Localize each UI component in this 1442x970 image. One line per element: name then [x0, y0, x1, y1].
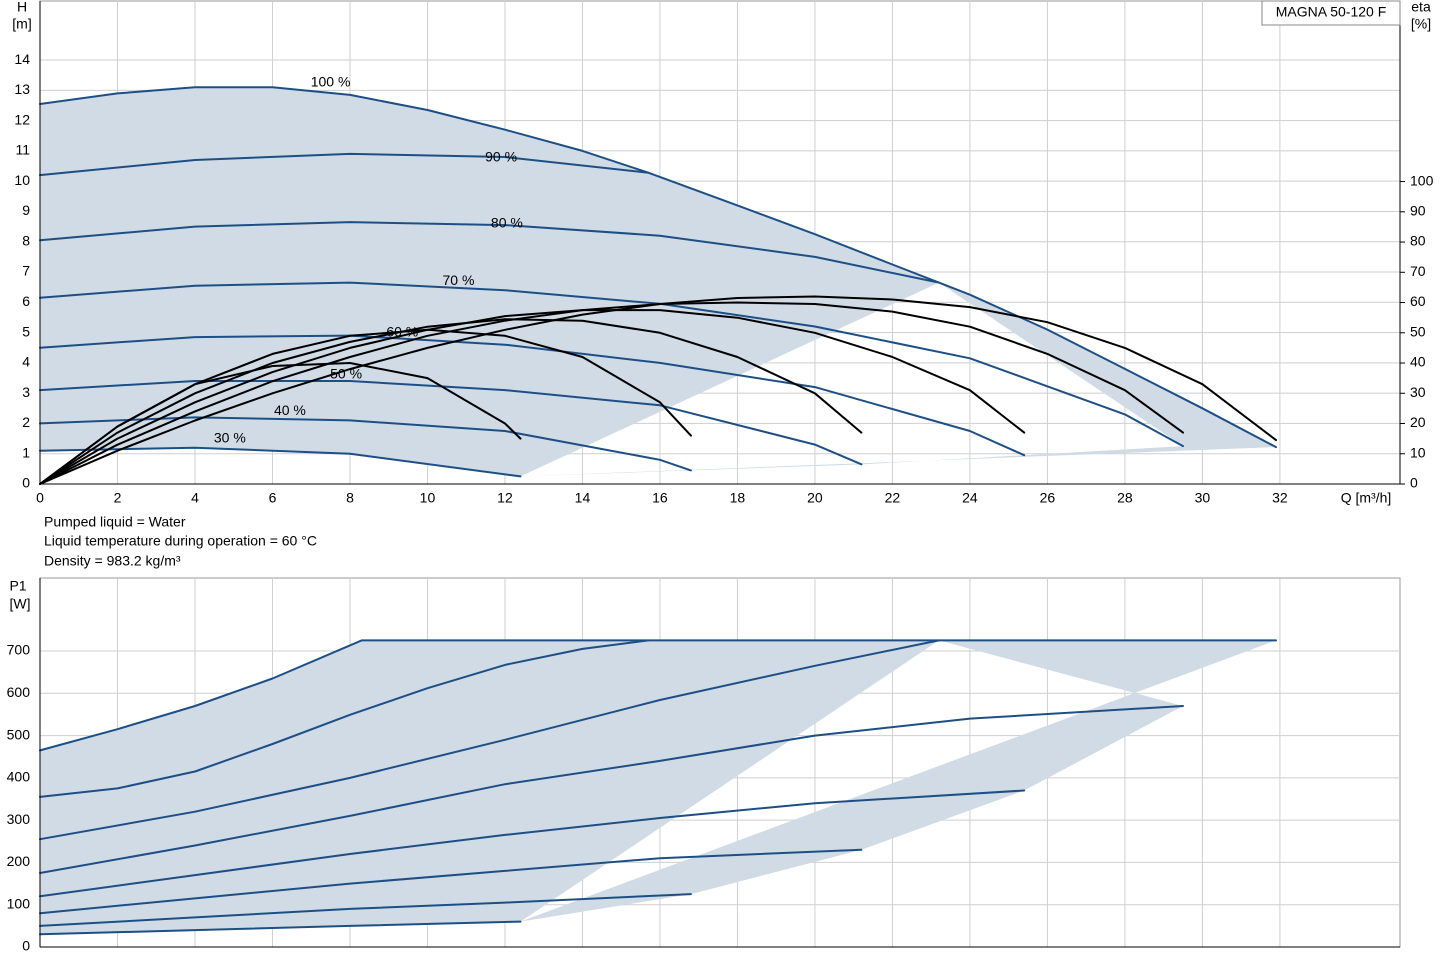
y-tick-label: 7 [22, 263, 30, 279]
y-tick-label: 500 [7, 726, 31, 742]
y2-tick-label: 10 [1410, 444, 1426, 460]
curve [39, 334, 1026, 457]
note: Density = 983.2 kg/m³ [44, 553, 181, 569]
model-box [1261, 0, 1401, 26]
y2-tick-label: 0 [1410, 475, 1418, 491]
y2-tick-label: 90 [1410, 203, 1426, 219]
y2-tick-label: 50 [1410, 323, 1426, 339]
curve [39, 639, 1277, 752]
y2-axis-label: eta [1411, 0, 1431, 15]
y-tick-label: 2 [22, 414, 30, 430]
y-tick-label: 8 [22, 232, 30, 248]
curve [39, 446, 522, 478]
y-tick-label: 1 [22, 444, 30, 460]
x-tick-label: 6 [269, 490, 277, 506]
y2-tick-label: 30 [1410, 384, 1426, 400]
x-tick-label: 24 [962, 490, 978, 506]
operating-range [40, 87, 1277, 477]
y-tick-label: 300 [7, 811, 31, 827]
curve [39, 86, 1277, 449]
y-tick-label: 100 [7, 895, 31, 911]
y-axis-unit: [W] [10, 596, 31, 612]
curve [39, 152, 650, 177]
y-tick-label: 14 [14, 51, 30, 67]
x-tick-label: 20 [807, 490, 823, 506]
curve [39, 221, 940, 284]
x-axis-label: Q [m³/h] [1341, 490, 1392, 506]
x-tick-label: 32 [1272, 490, 1288, 506]
note: Liquid temperature during operation = 60… [44, 533, 317, 549]
y2-tick-label: 100 [1410, 172, 1434, 188]
y-tick-label: 600 [7, 684, 31, 700]
y-tick-label: 700 [7, 642, 31, 658]
y-tick-label: 5 [22, 323, 30, 339]
y2-tick-label: 60 [1410, 293, 1426, 309]
curve-label: 70 % [443, 272, 475, 288]
x-tick-label: 8 [346, 490, 354, 506]
y2-tick-label: 40 [1410, 354, 1426, 370]
y-axis-label: H [17, 0, 27, 15]
curve-label: 80 % [491, 214, 523, 230]
x-tick-label: 28 [1117, 490, 1133, 506]
curve [39, 848, 863, 915]
y-tick-label: 4 [22, 354, 30, 370]
y-tick-label: 9 [22, 202, 30, 218]
x-tick-label: 16 [652, 490, 668, 506]
x-tick-label: 12 [497, 490, 513, 506]
model-label: MAGNA 50-120 F [1276, 4, 1387, 20]
y2-tick-label: 70 [1410, 263, 1426, 279]
y-tick-label: 12 [14, 111, 30, 127]
curve [39, 416, 692, 472]
curve-label: 50 % [330, 366, 362, 382]
y-tick-label: 200 [7, 853, 31, 869]
curve-label: 100 % [311, 73, 351, 89]
curve [39, 639, 940, 841]
x-tick-label: 18 [730, 490, 746, 506]
curve [39, 920, 522, 936]
x-tick-label: 0 [36, 490, 44, 506]
y-tick-label: 3 [22, 384, 30, 400]
y-tick-label: 0 [22, 475, 30, 491]
x-tick-label: 22 [885, 490, 901, 506]
efficiency-curve [39, 318, 863, 485]
note: Pumped liquid = Water [44, 514, 186, 530]
y-tick-label: 400 [7, 769, 31, 785]
efficiency-curve [39, 362, 522, 485]
y2-tick-label: 80 [1410, 233, 1426, 249]
curve [39, 380, 863, 466]
curve [39, 705, 1184, 874]
y-tick-label: 6 [22, 293, 30, 309]
x-tick-label: 10 [420, 490, 436, 506]
y-tick-label: 10 [14, 172, 30, 188]
curve-label: 40 % [274, 402, 306, 418]
efficiency-curve [39, 309, 1026, 485]
y-tick-label: 11 [15, 142, 30, 158]
curve [39, 789, 1026, 898]
efficiency-curve [39, 301, 1184, 485]
x-tick-label: 14 [575, 490, 591, 506]
y-tick-label: 0 [22, 938, 30, 954]
x-tick-label: 26 [1040, 490, 1056, 506]
curve [39, 639, 650, 798]
curve-label: 90 % [485, 149, 517, 165]
x-tick-label: 2 [114, 490, 122, 506]
x-tick-label: 30 [1195, 490, 1211, 506]
y-tick-label: 13 [14, 81, 30, 97]
y-axis-unit: [m] [12, 16, 31, 32]
y2-axis-unit: [%] [1411, 16, 1431, 32]
operating-range [40, 640, 1277, 935]
y2-tick-label: 20 [1410, 414, 1426, 430]
y-axis-label: P1 [9, 578, 26, 594]
curve-label: 30 % [214, 429, 246, 445]
curve [39, 893, 692, 927]
x-tick-label: 4 [191, 490, 199, 506]
